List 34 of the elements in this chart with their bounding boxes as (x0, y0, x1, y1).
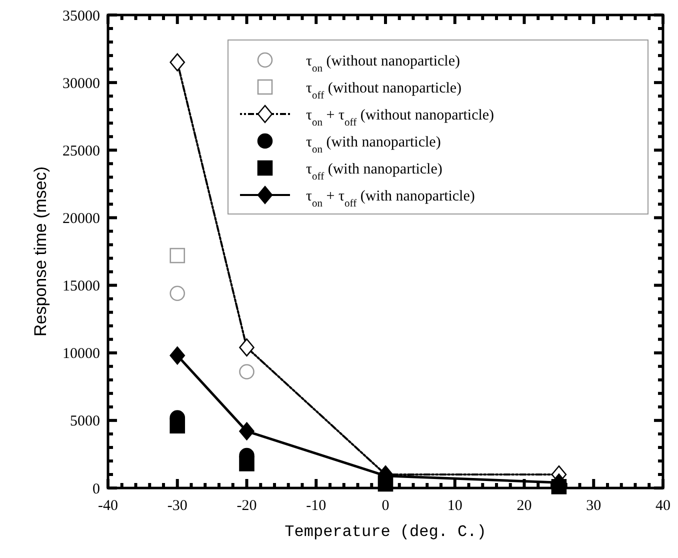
y-tick-label: 10000 (62, 346, 100, 362)
x-tick-label: 10 (447, 498, 462, 514)
y-tick-label: 30000 (62, 76, 100, 92)
x-tick-label: -30 (167, 498, 188, 514)
x-tick-label: -10 (306, 498, 326, 514)
point (170, 346, 186, 365)
point (170, 53, 186, 72)
point (170, 248, 186, 264)
point (239, 422, 254, 440)
legend-label: τ$_{off}$ (with nanoparticle) (306, 161, 442, 182)
y-tick-label: 35000 (62, 8, 100, 24)
legend-label: τ$_{on}$ (with nanoparticle) (306, 134, 441, 155)
legend-label: τ$_{off}$ (without nanoparticle) (306, 80, 462, 101)
y-tick-label: 15000 (62, 278, 100, 295)
legend-label: τ$_{on}$ + τ$_{off}$ (without nanoparticle) (306, 107, 494, 128)
x-tick-label: 20 (516, 498, 532, 514)
x-tick-label: 0 (382, 498, 390, 514)
point (170, 418, 186, 434)
y-tick-label: 0 (92, 481, 100, 498)
point (239, 456, 254, 472)
x-tick-label: 40 (656, 498, 670, 514)
point (239, 364, 254, 380)
y-axis-title: Response time (msec) (31, 166, 50, 337)
x-tick-label: -40 (98, 498, 118, 514)
y-tick-label: 20000 (62, 210, 100, 227)
legend-label: τ$_{on}$ (without nanoparticle) (306, 53, 460, 74)
legend-label: τ$_{on}$ + τ$_{off}$ (with nanoparticle) (306, 188, 475, 209)
x-tick-label: -20 (236, 498, 257, 514)
point (239, 338, 254, 356)
x-axis-title: Temperature (deg. C.) (284, 523, 486, 541)
y-tick-label: 5000 (70, 414, 100, 430)
point (170, 286, 186, 302)
y-tick-label: 25000 (62, 143, 100, 160)
x-tick-label: 30 (586, 498, 602, 514)
